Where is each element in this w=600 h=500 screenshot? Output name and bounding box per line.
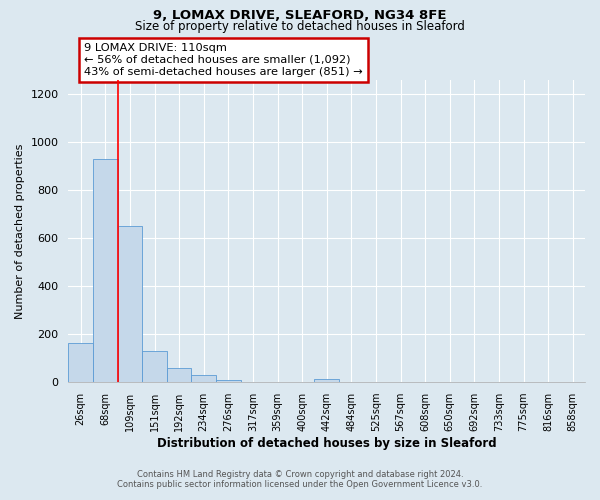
Bar (216, 380, 241, 382)
Text: 9, LOMAX DRIVE, SLEAFORD, NG34 8FE: 9, LOMAX DRIVE, SLEAFORD, NG34 8FE (153, 9, 447, 22)
Bar (314, 378, 339, 382)
Text: Contains HM Land Registry data © Crown copyright and database right 2024.
Contai: Contains HM Land Registry data © Crown c… (118, 470, 482, 489)
Bar (118, 226, 142, 382)
Bar (93, 159, 118, 382)
Bar (167, 368, 191, 382)
Text: 9 LOMAX DRIVE: 110sqm
← 56% of detached houses are smaller (1,092)
43% of semi-d: 9 LOMAX DRIVE: 110sqm ← 56% of detached … (84, 44, 362, 76)
X-axis label: Distribution of detached houses by size in Sleaford: Distribution of detached houses by size … (157, 437, 497, 450)
Y-axis label: Number of detached properties: Number of detached properties (15, 143, 25, 318)
Text: Size of property relative to detached houses in Sleaford: Size of property relative to detached ho… (135, 20, 465, 33)
Bar (142, 351, 167, 382)
Bar (68, 342, 93, 382)
Bar (191, 376, 216, 382)
